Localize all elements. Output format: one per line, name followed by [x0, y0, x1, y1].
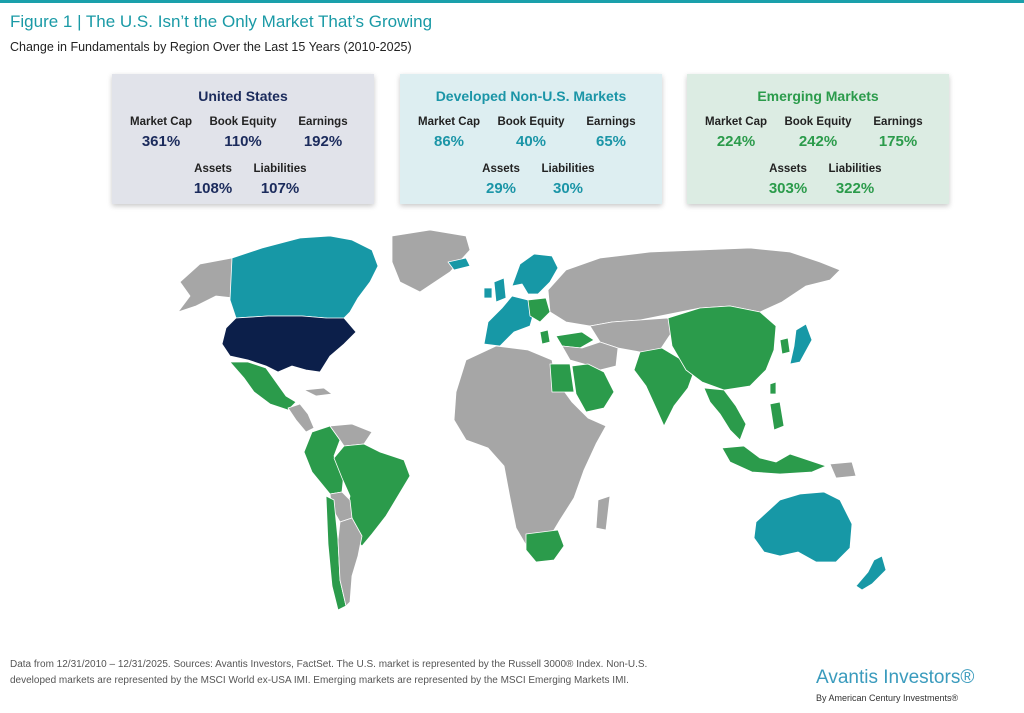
- region-middle-east: [561, 341, 619, 371]
- metric-label: Liabilities: [828, 163, 882, 175]
- metric-label: Market Cap: [418, 116, 480, 128]
- region-madagascar: [595, 495, 611, 531]
- region-egypt: [549, 363, 575, 393]
- metric-market-cap: Market Cap 224%: [697, 116, 775, 150]
- metric-value: 361%: [141, 133, 181, 150]
- footer-note: Data from 12/31/2010 – 12/31/2025. Sourc…: [10, 657, 710, 689]
- metric-value: 192%: [303, 133, 343, 150]
- figure-title: Figure 1 | The U.S. Isn’t the Only Marke…: [10, 12, 433, 31]
- region-central-america: [287, 403, 315, 433]
- card-title: Developed Non-U.S. Markets: [435, 88, 627, 104]
- region-greenland: [391, 229, 471, 293]
- metric-value: 303%: [768, 180, 808, 197]
- card-developed-markets: Developed Non-U.S. Markets Market Cap 86…: [400, 74, 662, 204]
- metric-label: Liabilities: [541, 163, 595, 175]
- metric-liabilities: Liabilities 30%: [530, 163, 606, 197]
- card-emerging-markets: Emerging Markets Market Cap 224% Book Eq…: [687, 74, 949, 204]
- metric-book-equity: Book Equity 242%: [779, 116, 857, 150]
- region-south-africa: [525, 529, 565, 563]
- metric-label: Book Equity: [497, 116, 565, 128]
- region-uk: [493, 277, 507, 303]
- metric-earnings: Earnings 65%: [572, 116, 650, 150]
- region-central-europe: [527, 297, 551, 323]
- metric-assets: Assets 29%: [466, 163, 536, 197]
- figure-subtitle: Change in Fundamentals by Region Over th…: [10, 40, 412, 54]
- region-greece: [539, 329, 551, 345]
- region-canada: [229, 235, 379, 323]
- footer-line-1: Data from 12/31/2010 – 12/31/2025. Sourc…: [10, 659, 648, 670]
- metric-assets: Assets 108%: [178, 163, 248, 197]
- metric-value: 224%: [716, 133, 756, 150]
- region-united-states: [221, 315, 357, 373]
- metric-liabilities: Liabilities 107%: [242, 163, 318, 197]
- metric-value: 175%: [878, 133, 918, 150]
- card-title: United States: [198, 88, 288, 104]
- metric-label: Book Equity: [784, 116, 852, 128]
- region-japan: [789, 323, 813, 365]
- region-western-europe: [483, 295, 535, 347]
- region-alaska: [177, 257, 235, 313]
- metric-value: 110%: [224, 133, 262, 150]
- region-new-zealand: [855, 555, 887, 591]
- metric-value: 86%: [433, 133, 465, 150]
- region-china: [667, 305, 777, 391]
- region-png: [829, 461, 857, 479]
- region-caribbean: [303, 387, 333, 397]
- metric-label: Earnings: [873, 116, 923, 128]
- metric-value: 322%: [835, 180, 875, 197]
- metric-assets: Assets 303%: [753, 163, 823, 197]
- metric-label: Market Cap: [705, 116, 767, 128]
- region-philippines: [769, 401, 785, 431]
- world-map-svg: [177, 229, 887, 611]
- region-taiwan: [769, 381, 777, 395]
- region-korea: [779, 337, 791, 355]
- metric-label: Assets: [769, 163, 807, 175]
- metric-label: Book Equity: [209, 116, 277, 128]
- metric-label: Assets: [482, 163, 520, 175]
- world-map: [0, 222, 1024, 622]
- region-ireland: [483, 287, 493, 299]
- metric-book-equity: Book Equity 110%: [204, 116, 282, 150]
- metric-value: 30%: [552, 180, 584, 197]
- card-united-states: United States Market Cap 361% Book Equit…: [112, 74, 374, 204]
- metric-market-cap: Market Cap 86%: [410, 116, 488, 150]
- metric-value: 65%: [595, 133, 627, 150]
- metric-label: Market Cap: [130, 116, 192, 128]
- region-mexico: [229, 361, 297, 411]
- region-southeast-asia: [703, 387, 747, 441]
- top-accent-rule: [0, 0, 1024, 3]
- brand-logo-subtitle: By American Century Investments®: [816, 693, 959, 703]
- metric-market-cap: Market Cap 361%: [122, 116, 200, 150]
- region-australia: [753, 491, 853, 563]
- region-india: [633, 347, 697, 427]
- metric-label: Earnings: [298, 116, 348, 128]
- metric-value: 40%: [515, 133, 547, 150]
- metric-value: 29%: [485, 180, 517, 197]
- metric-label: Assets: [194, 163, 232, 175]
- brand-logo-name: Avantis Investors®: [816, 667, 975, 688]
- footer-line-2: developed markets are represented by the…: [10, 675, 629, 686]
- region-argentina: [337, 517, 363, 607]
- region-indonesia: [721, 445, 827, 475]
- metric-earnings: Earnings 192%: [284, 116, 362, 150]
- metric-value: 108%: [193, 180, 233, 197]
- metric-value: 242%: [798, 133, 838, 150]
- region-iceland: [447, 257, 471, 271]
- metric-label: Earnings: [586, 116, 636, 128]
- metric-earnings: Earnings 175%: [859, 116, 937, 150]
- metric-book-equity: Book Equity 40%: [492, 116, 570, 150]
- region-scandinavia: [511, 253, 559, 295]
- metric-label: Liabilities: [253, 163, 307, 175]
- region-saudi-arabia: [571, 363, 615, 413]
- metric-value: 107%: [260, 180, 300, 197]
- card-title: Emerging Markets: [757, 88, 879, 104]
- region-turkey: [555, 331, 595, 349]
- metric-liabilities: Liabilities 322%: [817, 163, 893, 197]
